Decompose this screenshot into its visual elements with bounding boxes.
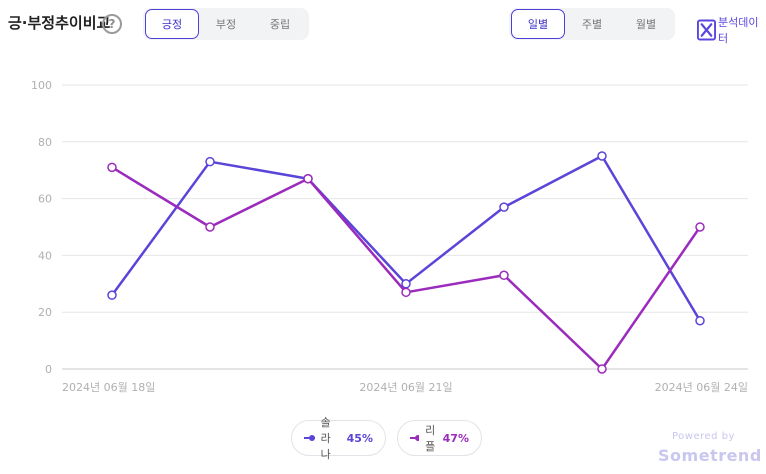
y-tick-label: 80 bbox=[38, 136, 52, 149]
y-tick-label: 20 bbox=[38, 306, 52, 319]
y-tick-label: 60 bbox=[38, 193, 52, 206]
y-tick-label: 40 bbox=[38, 249, 52, 262]
y-tick-label: 100 bbox=[31, 79, 52, 92]
legend-percent: 47% bbox=[442, 431, 469, 445]
series-line-1 bbox=[111, 166, 702, 371]
tab-negative[interactable]: 부정 bbox=[215, 18, 237, 31]
data-point bbox=[205, 156, 215, 167]
data-point bbox=[205, 222, 215, 232]
x-tick-label: 2024년 06월 18일 bbox=[62, 380, 155, 394]
data-point bbox=[597, 151, 607, 161]
x-tick-label: 2024년 06월 24일 bbox=[655, 380, 748, 394]
data-point bbox=[695, 222, 705, 232]
data-point bbox=[597, 364, 607, 374]
legend-marker-solana bbox=[304, 435, 315, 441]
period-tab-group: 일별 주별 월별 bbox=[509, 8, 675, 40]
x-tick-label: 2024년 06월 21일 bbox=[359, 380, 452, 394]
help-icon[interactable]: ? bbox=[102, 14, 122, 34]
tab-daily[interactable]: 일별 bbox=[511, 9, 565, 39]
powered-by-label: Powered by bbox=[672, 431, 735, 442]
tab-monthly[interactable]: 월별 bbox=[635, 18, 657, 31]
export-data-label: 분석데이터 bbox=[717, 16, 759, 45]
legend-item-ripple[interactable]: 리플 47% bbox=[397, 420, 482, 456]
excel-icon bbox=[697, 19, 716, 41]
legend-name: 리플 bbox=[425, 424, 436, 453]
data-point bbox=[107, 162, 117, 173]
legend-item-solana[interactable]: 솔라나 45% bbox=[291, 416, 386, 461]
legend-marker-ripple bbox=[410, 435, 420, 441]
sentiment-tab-group: 긍정 부정 중립 bbox=[143, 8, 309, 40]
y-tick-label: 0 bbox=[45, 363, 52, 376]
data-point bbox=[499, 270, 509, 281]
data-point bbox=[695, 315, 705, 326]
data-point bbox=[107, 290, 117, 300]
chart-title: 긍·부정추이비교 bbox=[8, 14, 111, 32]
export-data-button[interactable]: 분석데이터 bbox=[697, 14, 766, 46]
tab-weekly[interactable]: 주별 bbox=[581, 18, 603, 31]
tab-positive[interactable]: 긍정 bbox=[145, 9, 199, 39]
data-point bbox=[303, 173, 313, 184]
legend-percent: 45% bbox=[346, 431, 373, 445]
legend-name: 솔라나 bbox=[320, 416, 331, 461]
data-point bbox=[401, 287, 411, 298]
data-point bbox=[499, 202, 509, 212]
brand-logo: Sometrend bbox=[658, 446, 762, 465]
data-point bbox=[401, 279, 411, 289]
tab-neutral[interactable]: 중립 bbox=[269, 18, 291, 31]
